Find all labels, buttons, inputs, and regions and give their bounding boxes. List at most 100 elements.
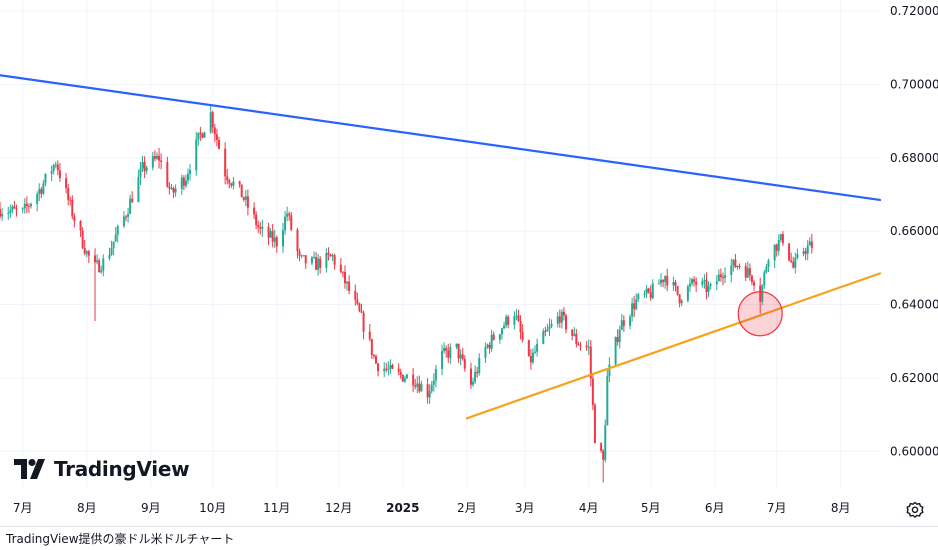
candle-up — [139, 168, 142, 178]
candle-down — [705, 280, 708, 292]
candle-up — [761, 285, 764, 302]
x-axis[interactable]: 7月 8月 9月 10月 11月 12月 2025 2月 3月 4月 5月 6月 7月 8月 — [13, 501, 851, 515]
tradingview-logo[interactable]: TradingView — [14, 456, 190, 482]
candle-up — [261, 226, 264, 229]
candle-down — [377, 363, 380, 372]
x-tick-label: 6月 — [705, 501, 725, 515]
highlight-circle[interactable] — [737, 291, 783, 337]
candle-up — [174, 188, 177, 193]
candle-up — [52, 164, 55, 172]
candle-up — [310, 257, 313, 264]
candle-down — [69, 199, 72, 201]
candle-up — [802, 251, 805, 255]
candle-up — [680, 300, 683, 304]
chart-canvas[interactable]: 0.72000 0.70000 0.68000 0.66000 0.64000 0.620… — [0, 0, 938, 526]
candle-down — [358, 303, 361, 312]
x-tick-label: 5月 — [641, 501, 661, 515]
candle-down — [253, 207, 256, 215]
candle-up — [513, 316, 516, 325]
candle-up — [197, 132, 200, 140]
candle-down — [678, 294, 681, 304]
x-tick-label: 7月 — [13, 501, 33, 515]
candle-up — [730, 265, 733, 276]
candle-down — [469, 368, 472, 385]
candle-down — [577, 344, 580, 346]
candle-down — [790, 260, 793, 262]
x-tick-label: 4月 — [579, 501, 599, 515]
candle-down — [296, 229, 299, 252]
candle-down — [738, 265, 741, 267]
candle-up — [614, 337, 617, 365]
candle-down — [56, 164, 59, 171]
candle-down — [40, 189, 43, 194]
candle-up — [29, 203, 32, 207]
x-tick-label: 9月 — [141, 501, 161, 515]
candle-up — [284, 216, 287, 231]
x-tick-label: 11月 — [263, 501, 290, 515]
candle-down — [288, 213, 291, 216]
candle-up — [490, 334, 493, 349]
y-axis[interactable]: 0.72000 0.70000 0.68000 0.66000 0.64000 0.620… — [890, 4, 938, 458]
candle-up — [286, 213, 289, 217]
candle-up — [459, 354, 462, 359]
candle-down — [98, 260, 101, 273]
candle-down — [246, 196, 249, 208]
candle-down — [87, 251, 90, 256]
candle-up — [116, 226, 119, 235]
candle-up — [428, 391, 431, 398]
candle-down — [589, 346, 592, 379]
candle-up — [170, 187, 173, 189]
candle-down — [319, 258, 322, 268]
candle-up — [244, 196, 247, 200]
candle-down — [83, 247, 86, 254]
candle-down — [65, 178, 68, 189]
x-tick-label: 10月 — [199, 501, 226, 515]
candle-up — [608, 364, 611, 377]
x-tick-label: 12月 — [325, 501, 352, 515]
candle-down — [343, 271, 346, 284]
candle-down — [674, 282, 677, 286]
candle-up — [691, 279, 694, 284]
settings-button[interactable] — [905, 500, 925, 520]
candle-up — [9, 210, 12, 213]
support-trendline[interactable] — [465, 272, 882, 420]
candle-down — [166, 161, 169, 187]
resistance-trendline[interactable] — [0, 74, 882, 202]
candle-down — [693, 279, 696, 282]
candle-up — [550, 323, 553, 327]
candle-up — [542, 330, 545, 344]
candle-down — [744, 266, 747, 278]
candle-up — [186, 173, 189, 181]
annotations[interactable] — [737, 291, 783, 337]
candle-down — [463, 358, 466, 369]
gear-icon — [906, 501, 924, 518]
logo-text: TradingView — [54, 457, 190, 481]
candle-up — [486, 344, 489, 348]
footer: TradingView提供の豪ドル米ドルチャート — [0, 526, 938, 550]
candle-up — [389, 365, 392, 369]
candle-up — [606, 376, 609, 426]
candle-up — [629, 316, 632, 326]
candle-up — [637, 294, 640, 300]
x-tick-label: 2025 — [386, 501, 419, 515]
candle-up — [709, 284, 712, 286]
candle-up — [21, 208, 24, 210]
candle-up — [180, 177, 183, 189]
candle-down — [521, 332, 524, 341]
candle-down — [13, 206, 16, 209]
candle-up — [302, 255, 305, 257]
candle-down — [298, 251, 301, 256]
candle-down — [575, 333, 578, 345]
candle-down — [213, 127, 216, 135]
candle-down — [602, 450, 605, 460]
y-tick-label: 0.72000 — [890, 4, 938, 18]
trendlines[interactable] — [0, 74, 882, 420]
candle-down — [517, 315, 520, 322]
candle-up — [806, 245, 809, 254]
candle-up — [779, 234, 782, 240]
candle-up — [660, 279, 663, 284]
candle-up — [515, 315, 518, 317]
candle-down — [792, 261, 795, 268]
candle-down — [752, 282, 755, 286]
